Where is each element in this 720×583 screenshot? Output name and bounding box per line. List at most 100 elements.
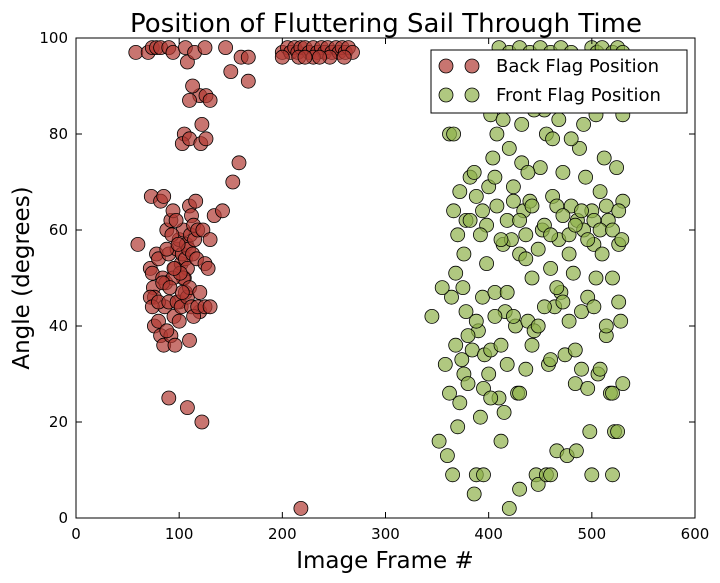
data-point [168, 212, 184, 228]
data-point [170, 236, 186, 252]
data-point [481, 366, 497, 382]
data-point [512, 212, 527, 228]
data-point [563, 131, 579, 147]
data-point [455, 280, 471, 296]
y-axis-label: Angle (degrees) [9, 186, 35, 369]
data-point [530, 318, 546, 334]
data-point [487, 169, 503, 185]
data-point [506, 308, 521, 324]
data-point [458, 304, 474, 320]
data-point [530, 241, 546, 257]
data-point [194, 414, 210, 430]
data-point [574, 203, 589, 219]
data-point [611, 294, 627, 310]
data-point [574, 361, 589, 377]
data-point [487, 284, 503, 300]
data-point [555, 208, 571, 224]
data-point [218, 40, 234, 55]
legend-marker-front-flag [438, 87, 454, 103]
data-point [439, 448, 455, 464]
data-point [499, 212, 515, 228]
legend-marker-back-flag [438, 58, 454, 74]
data-point [598, 318, 614, 334]
legend: Back Flag Position Front Flag Position [430, 49, 688, 114]
data-point [448, 265, 464, 281]
data-point [609, 160, 624, 176]
data-point [524, 270, 540, 286]
data-point [460, 328, 476, 344]
data-point [198, 131, 214, 147]
series-back-flag [128, 40, 360, 516]
data-point [466, 164, 482, 180]
y-tick-label: 0 [58, 509, 68, 527]
data-point [240, 49, 256, 65]
series-front-flag [424, 40, 631, 516]
data-point [567, 342, 583, 358]
data-point [611, 203, 627, 219]
data-point [567, 376, 583, 392]
data-point [489, 126, 505, 142]
data-point [194, 117, 210, 132]
data-point [493, 232, 509, 248]
data-point [466, 486, 482, 502]
data-point [543, 352, 558, 368]
data-point [472, 409, 488, 425]
data-point [524, 337, 540, 353]
data-point [448, 337, 464, 353]
data-point [293, 500, 309, 516]
data-point [452, 395, 468, 411]
data-point [549, 280, 565, 296]
data-point [524, 198, 540, 214]
y-tick-label: 100 [39, 29, 68, 47]
data-point [336, 49, 352, 65]
y-tick-label: 20 [49, 413, 68, 431]
data-point [231, 155, 247, 171]
data-point [596, 150, 612, 166]
data-point [576, 117, 591, 132]
data-point [499, 284, 515, 300]
data-point [584, 467, 600, 483]
data-point [475, 203, 490, 219]
data-point [446, 126, 462, 142]
data-point [555, 294, 571, 310]
data-point [520, 164, 536, 180]
data-point [582, 424, 598, 440]
data-point [468, 313, 484, 329]
data-point [483, 390, 499, 406]
data-point [545, 131, 560, 147]
data-point [592, 184, 608, 200]
data-point [501, 140, 517, 156]
data-point [192, 284, 208, 300]
data-point [161, 390, 177, 406]
data-point [450, 419, 466, 435]
y-tick-label: 60 [49, 221, 68, 239]
x-tick-label: 100 [165, 525, 194, 543]
data-point [472, 227, 488, 243]
data-point [442, 385, 457, 401]
x-tick-label: 200 [268, 525, 297, 543]
data-point [495, 112, 511, 127]
data-point [518, 361, 534, 377]
data-point [567, 217, 583, 233]
data-point [202, 299, 218, 315]
x-axis-label: Image Frame # [296, 548, 474, 574]
legend-label-front-flag: Front Flag Position [496, 85, 661, 106]
data-point [578, 169, 593, 185]
data-point [167, 337, 183, 353]
data-point [543, 260, 558, 276]
data-point [166, 260, 182, 276]
chart-title: Position of Fluttering Sail Through Time [130, 9, 642, 39]
data-point [454, 352, 470, 368]
data-point [586, 299, 602, 315]
x-tick-label: 500 [578, 525, 607, 543]
data-point [485, 150, 501, 166]
data-point [479, 256, 495, 272]
data-point [532, 160, 548, 176]
data-point [561, 246, 577, 262]
data-point [476, 467, 491, 483]
data-point [215, 203, 230, 219]
x-tick-label: 400 [474, 525, 503, 543]
data-point [182, 332, 197, 348]
data-point [543, 227, 558, 243]
data-point [475, 289, 490, 305]
